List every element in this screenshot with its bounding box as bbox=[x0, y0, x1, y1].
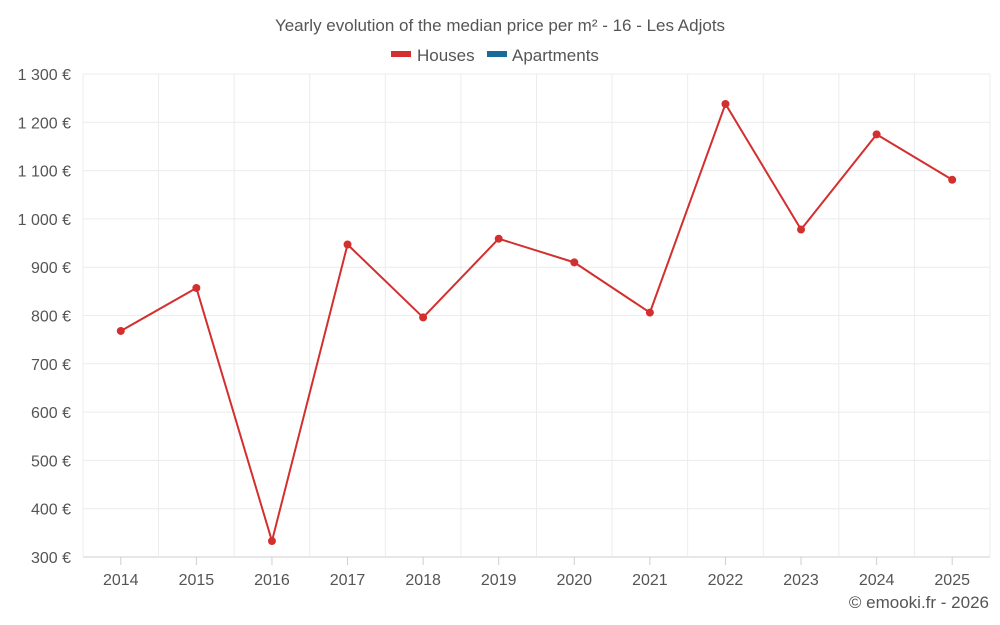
data-point-houses-2017[interactable] bbox=[343, 240, 352, 249]
x-tick-label: 2020 bbox=[556, 572, 592, 589]
x-tick-label: 2022 bbox=[708, 572, 744, 589]
y-tick-label: 900 € bbox=[31, 260, 71, 277]
y-tick-label: 1 200 € bbox=[18, 115, 71, 132]
x-axis-labels: 2014 2015 2016 2017 2018 2019 2020 2021 2022 2023… bbox=[103, 572, 970, 589]
legend: Houses Apartments bbox=[391, 46, 599, 65]
legend-swatch-apartments bbox=[487, 51, 507, 57]
data-point-houses-2015[interactable] bbox=[192, 283, 201, 292]
data-point-houses-2018[interactable] bbox=[419, 313, 428, 322]
grid bbox=[82, 73, 991, 565]
series-line-houses bbox=[120, 102, 953, 543]
y-tick-label: 700 € bbox=[31, 357, 71, 374]
copyright-footer: © emooki.fr - 2026 bbox=[848, 593, 989, 612]
legend-label-apartments[interactable]: Apartments bbox=[512, 46, 599, 65]
data-point-houses-2024[interactable] bbox=[872, 130, 881, 139]
chart-title: Yearly evolution of the median price per… bbox=[275, 16, 725, 35]
y-tick-label: 400 € bbox=[31, 502, 71, 519]
x-tick-label: 2018 bbox=[405, 572, 441, 589]
data-point-houses-2014[interactable] bbox=[116, 326, 125, 335]
data-point-houses-2019[interactable] bbox=[494, 234, 503, 243]
legend-swatch-houses bbox=[391, 51, 411, 57]
y-tick-label: 600 € bbox=[31, 405, 71, 422]
x-tick-label: 2017 bbox=[330, 572, 366, 589]
x-tick-label: 2021 bbox=[632, 572, 668, 589]
y-tick-label: 500 € bbox=[31, 453, 71, 470]
data-point-houses-2022[interactable] bbox=[721, 99, 730, 108]
data-point-houses-2025[interactable] bbox=[948, 175, 957, 184]
data-point-houses-2021[interactable] bbox=[645, 308, 654, 317]
y-tick-label: 1 300 € bbox=[18, 67, 71, 84]
x-tick-label: 2016 bbox=[254, 572, 290, 589]
data-point-houses-2023[interactable] bbox=[797, 225, 806, 234]
y-tick-label: 800 € bbox=[31, 309, 71, 326]
y-tick-label: 1 000 € bbox=[18, 212, 71, 229]
legend-label-houses[interactable]: Houses bbox=[417, 46, 475, 65]
x-tick-label: 2023 bbox=[783, 572, 819, 589]
x-tick-label: 2015 bbox=[179, 572, 215, 589]
data-point-houses-2016[interactable] bbox=[267, 537, 276, 546]
y-axis-labels: 300 € 400 € 500 € 600 € 700 € 800 € 900 € 1 000… bbox=[18, 67, 71, 567]
y-tick-label: 1 100 € bbox=[18, 164, 71, 181]
x-tick-label: 2024 bbox=[859, 572, 895, 589]
x-tick-label: 2025 bbox=[934, 572, 970, 589]
x-tick-label: 2019 bbox=[481, 572, 517, 589]
y-tick-label: 300 € bbox=[31, 550, 71, 567]
series-houses bbox=[116, 99, 957, 546]
x-tick-label: 2014 bbox=[103, 572, 139, 589]
data-point-houses-2020[interactable] bbox=[570, 258, 579, 267]
